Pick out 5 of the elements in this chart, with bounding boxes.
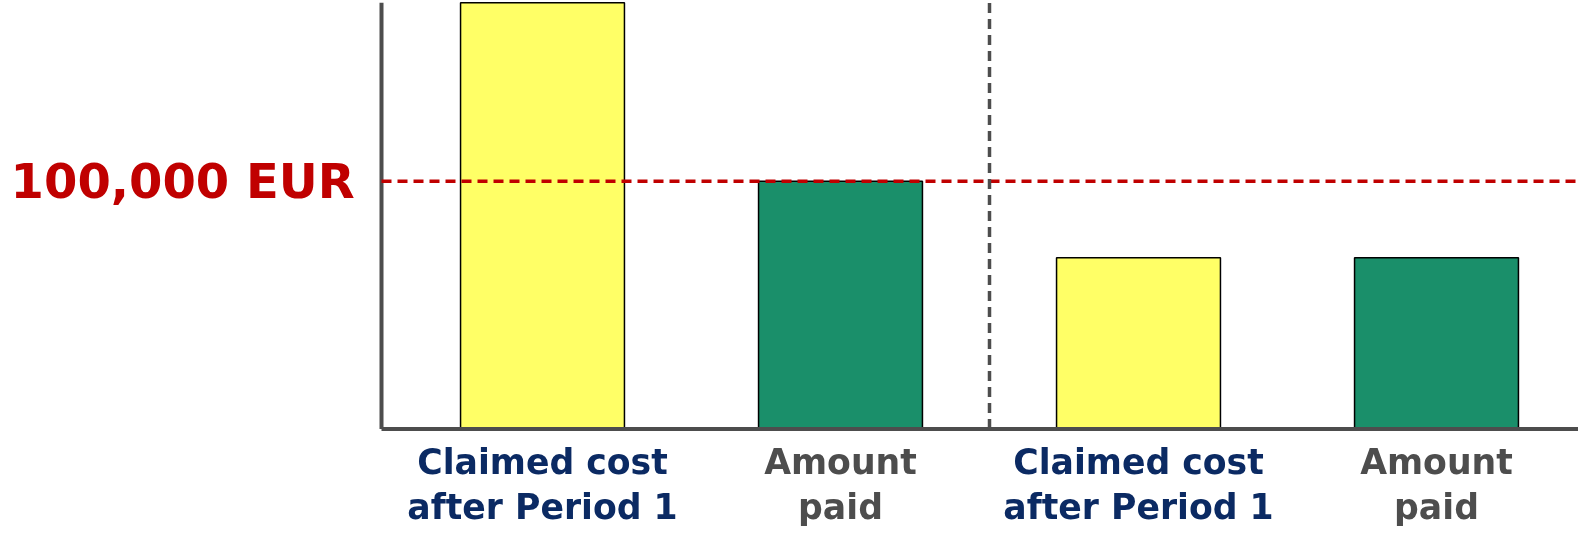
x-tick-label: Claimed cost after Period 1 (407, 441, 678, 527)
ref-line-label: 100,000 EUR (10, 153, 355, 210)
x-tick-label: Claimed cost after Period 1 (1003, 441, 1274, 527)
x-tick-label: Amount paid (764, 441, 917, 527)
x-tick-label: Amount paid (1360, 441, 1513, 527)
